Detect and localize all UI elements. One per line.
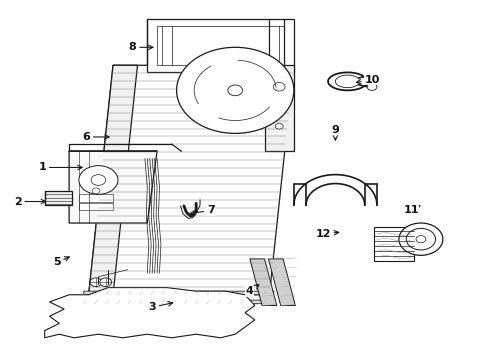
Circle shape [90, 278, 102, 287]
Polygon shape [250, 259, 277, 306]
Text: 3: 3 [148, 302, 172, 312]
Circle shape [273, 82, 285, 91]
Text: 2: 2 [14, 197, 46, 207]
Circle shape [228, 85, 243, 96]
Polygon shape [79, 194, 113, 202]
Circle shape [100, 278, 112, 287]
Polygon shape [89, 65, 294, 295]
Polygon shape [89, 65, 138, 295]
Polygon shape [69, 151, 157, 223]
Text: 1: 1 [38, 162, 82, 172]
Circle shape [399, 223, 443, 255]
Polygon shape [269, 259, 295, 306]
Circle shape [416, 235, 426, 243]
Text: 8: 8 [129, 42, 153, 52]
Polygon shape [45, 191, 72, 205]
Text: 5: 5 [53, 257, 70, 267]
Polygon shape [374, 226, 414, 261]
Circle shape [406, 228, 436, 250]
Text: 10: 10 [356, 75, 380, 85]
Circle shape [367, 83, 377, 90]
Polygon shape [147, 19, 294, 72]
Circle shape [91, 175, 106, 185]
Polygon shape [84, 291, 274, 295]
Circle shape [79, 166, 118, 194]
Circle shape [176, 47, 294, 134]
Text: 12: 12 [316, 229, 339, 239]
Text: 7: 7 [190, 206, 215, 216]
Text: 9: 9 [331, 125, 340, 140]
Text: 4: 4 [246, 285, 259, 296]
Polygon shape [157, 26, 284, 65]
Polygon shape [84, 300, 274, 304]
Polygon shape [79, 203, 113, 211]
Circle shape [275, 123, 283, 129]
Polygon shape [265, 65, 294, 151]
Circle shape [92, 188, 100, 194]
Text: 6: 6 [82, 132, 109, 142]
Text: 11: 11 [403, 206, 420, 216]
Polygon shape [45, 288, 255, 338]
